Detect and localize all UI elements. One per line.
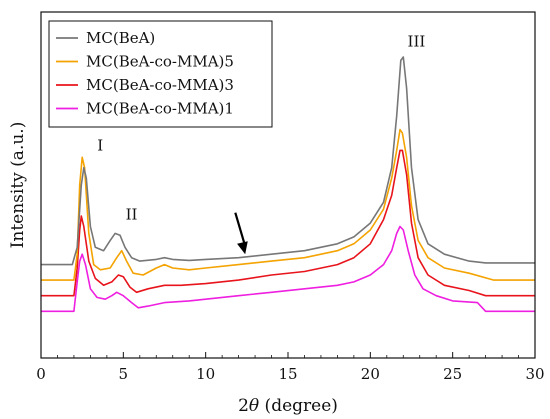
y-axis-title: Intensity (a.u.) <box>8 122 28 249</box>
legend-box <box>48 20 273 128</box>
series-line-4 <box>41 225 535 313</box>
series-line-3 <box>41 149 535 297</box>
peak-label: I <box>97 136 103 154</box>
legend-label: MC(BeA) <box>86 29 155 47</box>
arrow-shaft <box>234 212 247 247</box>
x-tick-label: 10 <box>196 365 215 383</box>
x-tick-label: 25 <box>443 365 462 383</box>
series-line-2 <box>41 128 535 281</box>
plot-frame <box>40 11 536 359</box>
x-tick-label: 15 <box>278 365 297 383</box>
series-line-1 <box>41 56 535 266</box>
x-tick-label: 0 <box>36 365 46 383</box>
x-tick-label: 20 <box>361 365 380 383</box>
arrow-head <box>237 241 248 255</box>
x-axis-title-symbol: θ <box>249 396 259 416</box>
x-tick-label: 5 <box>119 365 129 383</box>
x-tick-label: 30 <box>525 365 544 383</box>
x-axis-title-prefix: 2 <box>238 396 249 416</box>
legend-label: MC(BeA-co-MMA)3 <box>86 76 234 94</box>
legend: MC(BeA) MC(BeA-co-MMA)5 MC(BeA-co-MMA)3 MC(… <box>48 20 273 128</box>
x-axis-title: 2θ (degree) <box>238 396 338 416</box>
series-layer <box>41 56 535 313</box>
legend-label: MC(BeA-co-MMA)5 <box>86 53 234 71</box>
peak-label: III <box>408 33 426 51</box>
tick-layer: 0 5 10 15 20 25 30 <box>36 352 545 383</box>
legend-label: MC(BeA-co-MMA)1 <box>86 100 234 118</box>
x-axis-title-suffix: (degree) <box>259 396 338 416</box>
peak-label: II <box>126 206 138 224</box>
